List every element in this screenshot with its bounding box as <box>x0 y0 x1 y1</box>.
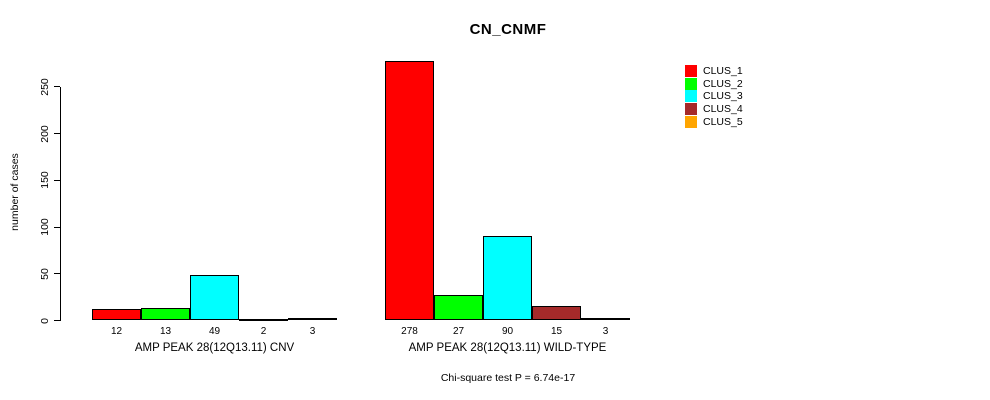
bar-value-label: 12 <box>110 326 123 337</box>
legend-swatch-icon <box>685 77 697 90</box>
bar-value-label: 27 <box>452 326 465 337</box>
bar <box>288 317 337 321</box>
bar <box>532 306 581 321</box>
y-tick <box>54 226 60 228</box>
y-tick-label: 150 <box>39 171 51 190</box>
bar <box>190 274 239 321</box>
bar-value-label: 13 <box>159 326 172 337</box>
bar <box>385 60 434 321</box>
y-axis-line <box>60 86 61 321</box>
y-tick-label: 0 <box>39 317 51 324</box>
bar <box>434 295 483 321</box>
legend-item: CLUS_5 <box>685 115 743 128</box>
legend-label: CLUS_1 <box>703 65 743 77</box>
bar-value-label: 3 <box>602 326 609 337</box>
legend-label: CLUS_4 <box>703 103 743 116</box>
bar-value-label: 90 <box>501 326 514 337</box>
legend-swatch-icon <box>685 103 697 116</box>
legend-label: CLUS_3 <box>703 90 743 103</box>
legend-item: CLUS_2 <box>685 77 743 90</box>
bar-value-label: 3 <box>309 326 316 337</box>
bar <box>483 236 532 321</box>
bar-value-label: 49 <box>208 326 221 337</box>
y-tick <box>54 133 60 134</box>
legend: CLUS_1 CLUS_2 CLUS_3 CLUS_4 CLUS_5 <box>685 65 743 128</box>
bar <box>92 309 141 321</box>
legend-item: CLUS_4 <box>685 103 743 116</box>
y-tick-label: 100 <box>39 218 51 236</box>
y-tick <box>54 179 60 181</box>
bar <box>239 318 288 321</box>
y-tick <box>54 273 60 275</box>
bar <box>141 308 190 321</box>
chi-square-annotation: Chi-square test P = 6.74e-17 <box>440 372 576 384</box>
legend-item: CLUS_3 <box>685 90 743 103</box>
y-tick <box>54 320 60 321</box>
legend-item: CLUS_1 <box>685 65 743 77</box>
bar-value-label: 15 <box>550 326 563 337</box>
y-tick-label: 250 <box>39 77 51 96</box>
legend-swatch-icon <box>685 90 697 103</box>
y-tick-label: 200 <box>39 124 51 143</box>
legend-swatch-icon <box>685 65 697 77</box>
bar <box>581 317 630 321</box>
bar-value-label: 2 <box>260 326 267 337</box>
bar-value-label: 278 <box>401 326 418 337</box>
chart-title: CN_CNMF <box>469 21 547 38</box>
legend-swatch-icon <box>685 115 697 128</box>
y-axis-label: number of cases <box>9 153 21 231</box>
y-tick <box>54 86 60 88</box>
legend-label: CLUS_2 <box>703 77 743 90</box>
y-tick-label: 50 <box>39 267 51 280</box>
legend-label: CLUS_5 <box>703 115 743 128</box>
group-label: AMP PEAK 28(12Q13.11) CNV <box>134 342 295 354</box>
group-label: AMP PEAK 28(12Q13.11) WILD-TYPE <box>408 342 607 354</box>
